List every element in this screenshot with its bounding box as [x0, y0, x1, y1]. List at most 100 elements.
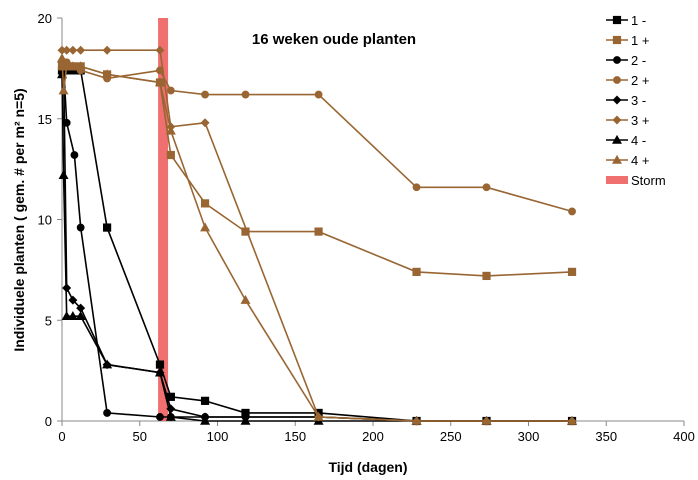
circle-marker	[613, 56, 621, 64]
legend-label: 1 +	[631, 33, 649, 48]
square-marker	[412, 267, 421, 276]
circle-marker	[568, 207, 576, 216]
legend-label: 4 +	[631, 153, 649, 168]
square-marker	[200, 396, 210, 405]
legend: 1 - 1 + 2 - 2 + 3 - 3 + 4 - 4 + Storm	[606, 13, 666, 188]
legend-storm-swatch	[606, 176, 628, 184]
legend-item: 1 +	[606, 33, 649, 48]
triangle-marker	[154, 367, 165, 377]
triangle-marker	[567, 415, 578, 425]
triangle-marker	[154, 77, 165, 87]
x-tick-label: 350	[595, 429, 617, 444]
circle-marker	[241, 90, 250, 99]
triangle-marker	[58, 85, 69, 95]
triangle-marker	[67, 61, 78, 71]
x-tick-label: 100	[207, 429, 229, 444]
legend-item: 2 +	[606, 73, 649, 88]
y-tick-label: 5	[45, 313, 52, 328]
triangle-marker	[200, 222, 211, 232]
triangle-marker	[75, 61, 86, 71]
circle-marker	[482, 183, 491, 192]
triangle-marker	[61, 61, 72, 71]
x-axis-title: Tijd (dagen)	[328, 459, 407, 475]
x-tick-label: 50	[133, 429, 147, 444]
diamond-marker	[102, 45, 112, 55]
triangle-marker	[102, 69, 113, 79]
y-axis-ticks: 0 5 10 15 20	[38, 11, 62, 429]
chart-title: 16 weken oude planten	[252, 31, 416, 48]
y-axis-title: Individuele planten ( gem. # per m² n=5)	[11, 88, 27, 351]
triangle-marker	[612, 134, 622, 144]
x-tick-label: 0	[58, 429, 65, 444]
triangle-marker	[240, 415, 251, 425]
series-7	[57, 69, 578, 425]
x-axis-ticks: 0 50 100 150 200 250 300 350 400	[58, 421, 695, 444]
diamond-marker	[155, 45, 165, 55]
square-marker	[482, 271, 491, 281]
y-tick-label: 20	[38, 11, 52, 26]
circle-marker	[166, 86, 175, 95]
legend-item: 3 -	[606, 93, 646, 108]
y-tick-label: 10	[38, 213, 52, 228]
legend-item: 4 +	[606, 153, 649, 168]
square-marker	[155, 360, 165, 369]
triangle-marker	[165, 411, 176, 421]
circle-marker	[103, 409, 112, 417]
triangle-marker	[411, 415, 422, 425]
triangle-marker	[612, 154, 622, 164]
triangle-marker	[165, 125, 176, 135]
diamond-marker	[76, 45, 86, 55]
triangle-marker	[67, 311, 78, 321]
circle-marker	[314, 90, 323, 99]
square-marker	[612, 35, 622, 45]
series-line	[61, 74, 572, 422]
legend-label: 2 +	[631, 73, 649, 88]
legend-label: 4 -	[631, 133, 646, 148]
legend-label: 3 +	[631, 113, 649, 128]
series-line	[62, 61, 573, 213]
triangle-marker	[75, 311, 86, 321]
legend-label: 2 -	[631, 53, 646, 68]
x-tick-label: 250	[440, 429, 462, 444]
triangle-marker	[57, 53, 67, 63]
diamond-marker	[68, 45, 78, 55]
square-marker	[166, 150, 175, 160]
diamond-marker	[612, 115, 622, 125]
legend-item: 1 -	[606, 13, 646, 28]
circle-marker	[613, 76, 621, 84]
diamond-marker	[62, 45, 72, 55]
storm-band-layer	[158, 18, 169, 421]
series-8	[57, 53, 578, 425]
diamond-marker	[68, 295, 78, 305]
triangle-marker	[313, 411, 324, 421]
triangle-marker	[61, 311, 72, 321]
triangle-marker	[240, 294, 251, 304]
series-line	[61, 62, 572, 422]
circle-marker	[70, 151, 79, 159]
circle-marker	[76, 223, 85, 232]
series-3	[58, 62, 576, 425]
x-tick-label: 300	[518, 429, 540, 444]
square-marker	[314, 227, 323, 236]
legend-label: Storm	[631, 173, 666, 188]
square-marker	[102, 223, 112, 232]
series-layer	[57, 45, 578, 426]
legend-item: 4 -	[606, 133, 646, 148]
series-4	[58, 58, 576, 216]
square-marker	[612, 15, 622, 25]
diamond-marker	[612, 95, 622, 105]
triangle-marker	[200, 415, 211, 425]
y-tick-label: 0	[45, 414, 52, 429]
legend-label: 3 -	[631, 93, 646, 108]
triangle-marker	[58, 170, 69, 179]
plot-area	[61, 18, 684, 422]
x-tick-label: 400	[673, 429, 695, 444]
series-line	[62, 69, 572, 422]
y-tick-label: 15	[38, 112, 52, 127]
x-tick-label: 200	[362, 429, 384, 444]
square-marker	[567, 267, 577, 276]
legend-item: 3 +	[606, 113, 649, 128]
x-tick-label: 150	[284, 429, 306, 444]
series-line	[62, 65, 572, 422]
